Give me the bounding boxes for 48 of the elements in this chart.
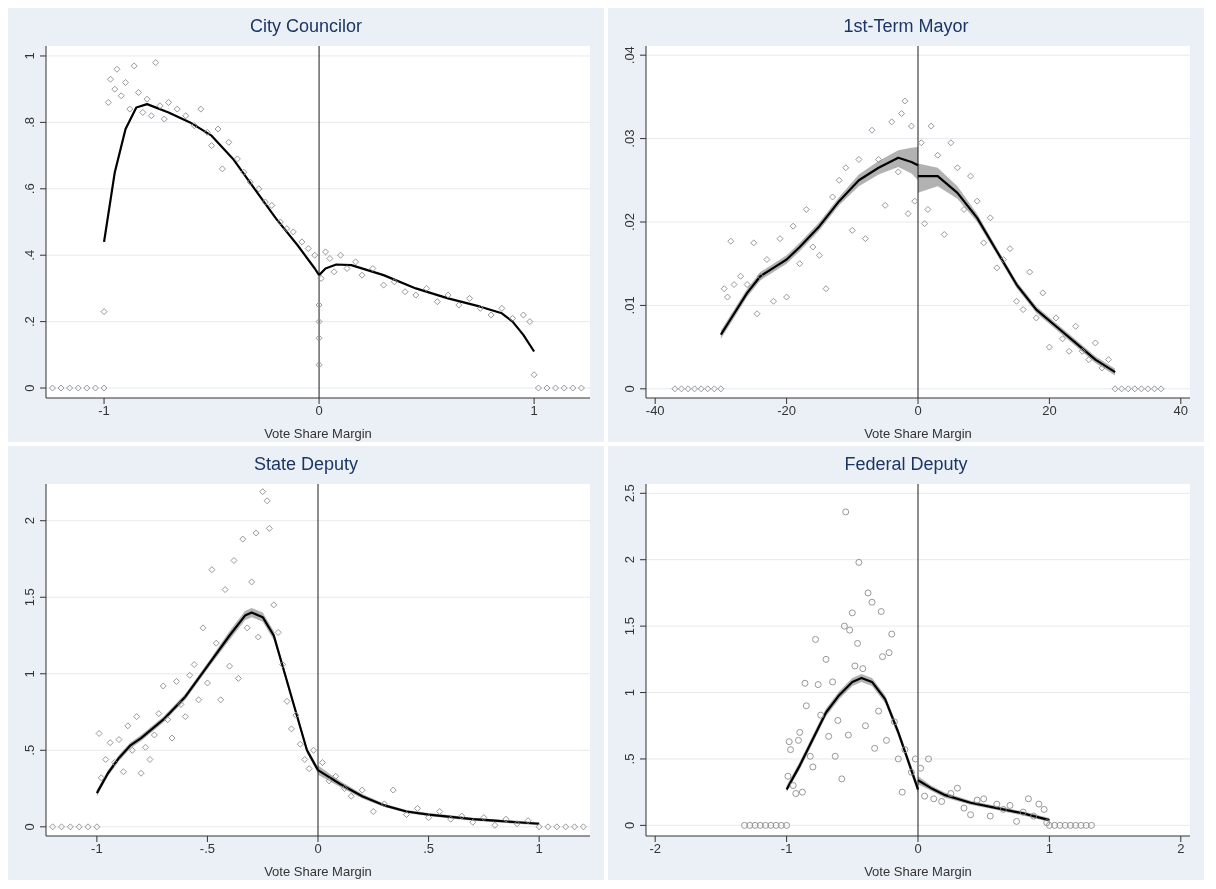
x-tick-label: 1 (1045, 841, 1054, 857)
chart-title: State Deputy (252, 453, 360, 476)
x-tick-label: -1 (780, 841, 793, 857)
x-tick-label: -20 (777, 403, 796, 419)
x-tick-label: 0 (315, 403, 323, 419)
y-tick-label: .03 (622, 129, 637, 148)
y-tick-label: 2 (622, 556, 637, 564)
y-tick-label: .5 (22, 744, 37, 756)
x-axis-title: Vote Share Margin (864, 426, 972, 441)
y-tick-label: 2 (22, 517, 37, 525)
x-tick-label: 20 (1042, 403, 1057, 419)
x-tick-label: -1 (91, 841, 103, 857)
y-tick-label: 1 (622, 688, 637, 697)
y-tick-label: 1 (22, 670, 37, 678)
y-tick-label: .6 (22, 183, 37, 195)
y-tick-label: 1.5 (22, 588, 37, 607)
y-tick-label: 1 (22, 52, 37, 60)
x-axis-title: Vote Share Margin (864, 864, 972, 879)
y-tick-label: .04 (622, 46, 637, 65)
y-tick-label: .02 (622, 212, 637, 232)
y-tick-label: .01 (622, 296, 637, 315)
x-tick-label: 1 (530, 403, 538, 419)
x-tick-label: 40 (1173, 403, 1189, 419)
y-tick-label: 0 (22, 384, 37, 392)
x-tick-label: 1 (535, 841, 543, 857)
x-tick-label: -40 (645, 403, 665, 419)
x-tick-label: 0 (914, 841, 922, 857)
x-tick-label: 0 (314, 841, 322, 857)
x-tick-label: -.5 (199, 841, 216, 857)
y-tick-label: 0 (22, 823, 37, 831)
chart-title: 1st-Term Mayor (842, 15, 970, 38)
y-tick-label: 2.5 (622, 484, 637, 503)
y-tick-label: 1.5 (622, 617, 637, 636)
x-axis-title: Vote Share Margin (264, 864, 372, 879)
y-tick-label: 0 (622, 385, 637, 393)
y-tick-label: .5 (622, 753, 637, 765)
y-tick-label: .8 (22, 116, 37, 128)
x-axis-title: Vote Share Margin (264, 426, 372, 441)
x-tick-label: 2 (1177, 841, 1185, 857)
x-tick-label: 0 (914, 403, 922, 419)
chart-title: City Councilor (248, 15, 363, 38)
chart-title: Federal Deputy (843, 453, 969, 476)
y-tick-label: .2 (22, 316, 37, 328)
y-tick-label: 0 (622, 821, 637, 829)
x-tick-label: -1 (98, 403, 110, 419)
x-tick-label: .5 (423, 841, 434, 857)
x-tick-label: -2 (649, 841, 661, 857)
y-tick-label: .4 (22, 249, 37, 261)
